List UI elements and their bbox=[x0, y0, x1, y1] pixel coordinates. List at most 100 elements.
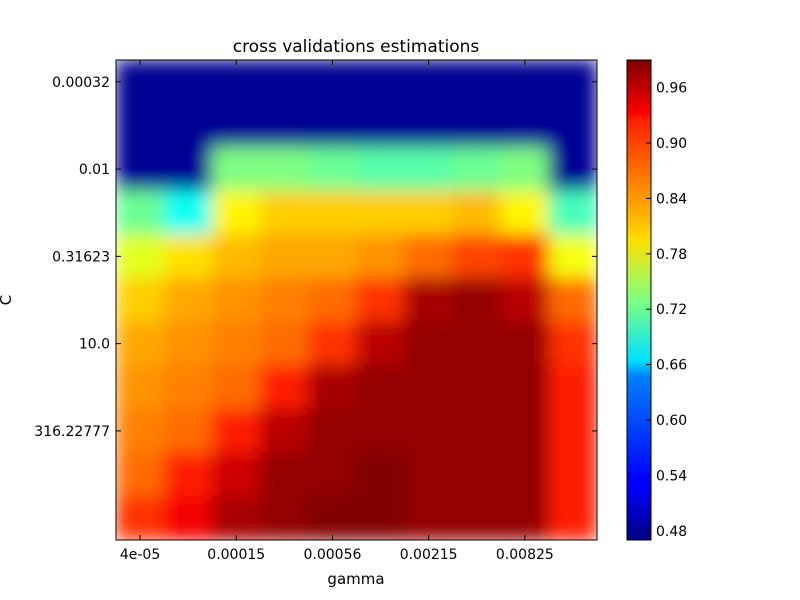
heatmap-cell bbox=[116, 146, 165, 192]
heatmap-cell bbox=[307, 364, 357, 410]
heatmap-cell bbox=[116, 452, 165, 497]
heatmap-cell bbox=[452, 364, 502, 410]
heatmap-cell bbox=[116, 321, 165, 366]
heatmap-cell bbox=[404, 146, 454, 192]
heatmap-cell bbox=[404, 190, 454, 236]
colorbar-tick-label: 0.48 bbox=[656, 524, 687, 540]
heatmap-cell bbox=[116, 364, 165, 410]
heatmap-cell bbox=[500, 364, 550, 410]
heatmap-cell bbox=[452, 321, 502, 366]
heatmap-cell bbox=[452, 146, 502, 192]
heatmap-cell bbox=[356, 495, 406, 540]
heatmap-cell bbox=[500, 408, 550, 454]
heatmap-cell bbox=[307, 146, 357, 192]
heatmap-cell bbox=[548, 495, 597, 540]
heatmap-cell bbox=[500, 146, 550, 192]
heatmap-cell bbox=[163, 408, 213, 454]
x-tick-label: 4e-05 bbox=[120, 547, 160, 563]
x-axis-label: gamma bbox=[327, 570, 384, 588]
colorbar bbox=[626, 59, 652, 541]
heatmap-cell bbox=[163, 190, 213, 236]
heatmap-cell bbox=[404, 452, 454, 497]
colorbar-tick-label: 0.84 bbox=[656, 191, 687, 207]
colorbar-tick-label: 0.78 bbox=[656, 247, 687, 263]
heatmap-cell bbox=[356, 364, 406, 410]
heatmap-cell bbox=[307, 321, 357, 366]
heatmap-cell bbox=[211, 234, 261, 279]
heatmap-cell bbox=[452, 234, 502, 279]
heatmap-cell bbox=[259, 190, 309, 236]
heatmap-cell bbox=[404, 277, 454, 323]
heatmap-cell bbox=[211, 190, 261, 236]
heatmap-cell bbox=[500, 495, 550, 540]
heatmap-cell bbox=[211, 277, 261, 323]
heatmap-cell bbox=[259, 103, 309, 148]
heatmap-cell bbox=[500, 190, 550, 236]
colorbar-tick-label: 0.96 bbox=[656, 81, 687, 97]
heatmap-cell bbox=[404, 60, 454, 105]
heatmap-cell bbox=[548, 277, 597, 323]
heatmap-cell bbox=[116, 190, 165, 236]
heatmap-cell bbox=[211, 364, 261, 410]
heatmap-cell bbox=[259, 277, 309, 323]
heatmap-cell bbox=[356, 234, 406, 279]
heatmap-cell bbox=[211, 408, 261, 454]
colorbar-tick-label: 0.90 bbox=[656, 136, 687, 152]
heatmap-cell bbox=[548, 364, 597, 410]
heatmap-cell bbox=[211, 146, 261, 192]
heatmap-cell bbox=[211, 495, 261, 540]
y-axis-label: C bbox=[0, 295, 15, 305]
heatmap-cell bbox=[259, 146, 309, 192]
heatmap-cell bbox=[548, 146, 597, 192]
heatmap-cell bbox=[356, 103, 406, 148]
heatmap-cell bbox=[356, 146, 406, 192]
heatmap-cell bbox=[356, 190, 406, 236]
heatmap-cell bbox=[211, 103, 261, 148]
heatmap-cell bbox=[452, 103, 502, 148]
heatmap-cell bbox=[259, 408, 309, 454]
heatmap-cell bbox=[404, 364, 454, 410]
y-tick-label: 0.31623 bbox=[52, 249, 110, 265]
heatmap-cell bbox=[548, 190, 597, 236]
y-axis: 0.00032 0.01 0.31623 10.0 316.22777 bbox=[34, 75, 597, 440]
heatmap-cell bbox=[356, 60, 406, 105]
colorbar-tick-label: 0.72 bbox=[656, 302, 687, 318]
heatmap-cell bbox=[259, 60, 309, 105]
heatmap-cell bbox=[307, 452, 357, 497]
heatmap-cell bbox=[259, 495, 309, 540]
heatmap-cell bbox=[548, 452, 597, 497]
heatmap-cell bbox=[404, 103, 454, 148]
heatmap-cell bbox=[307, 234, 357, 279]
heatmap-cell bbox=[259, 234, 309, 279]
heatmap-cell bbox=[500, 60, 550, 105]
y-tick-label: 0.00032 bbox=[52, 75, 110, 91]
heatmap-cell bbox=[452, 190, 502, 236]
heatmap-cell bbox=[163, 452, 213, 497]
colorbar-tick-label: 0.54 bbox=[656, 468, 687, 484]
plot-frame bbox=[115, 59, 598, 541]
heatmap-cell bbox=[548, 103, 597, 148]
heatmap-cell bbox=[163, 495, 213, 540]
heatmap-cell bbox=[116, 103, 165, 148]
heatmap-cell bbox=[356, 408, 406, 454]
heatmap-cells bbox=[116, 60, 597, 540]
y-tick-label: 0.01 bbox=[79, 162, 110, 178]
heatmap-cell bbox=[259, 364, 309, 410]
y-tick-label: 316.22777 bbox=[34, 424, 110, 440]
colorbar-tick-label: 0.60 bbox=[656, 413, 687, 429]
chart-title: cross validations estimations bbox=[233, 37, 480, 57]
heatmap-cell bbox=[548, 408, 597, 454]
heatmap-cell bbox=[452, 60, 502, 105]
heatmap-cell bbox=[116, 495, 165, 540]
heatmap-cell bbox=[307, 408, 357, 454]
x-tick-label: 0.00825 bbox=[496, 547, 554, 563]
heatmap-cell bbox=[404, 234, 454, 279]
y-tick-label: 10.0 bbox=[79, 337, 110, 353]
heatmap-cell bbox=[116, 408, 165, 454]
heatmap-cell bbox=[500, 234, 550, 279]
heatmap-cell bbox=[116, 234, 165, 279]
heatmap-cell bbox=[452, 495, 502, 540]
colorbar-tick-label: 0.66 bbox=[656, 358, 687, 374]
heatmap-cell bbox=[500, 321, 550, 366]
